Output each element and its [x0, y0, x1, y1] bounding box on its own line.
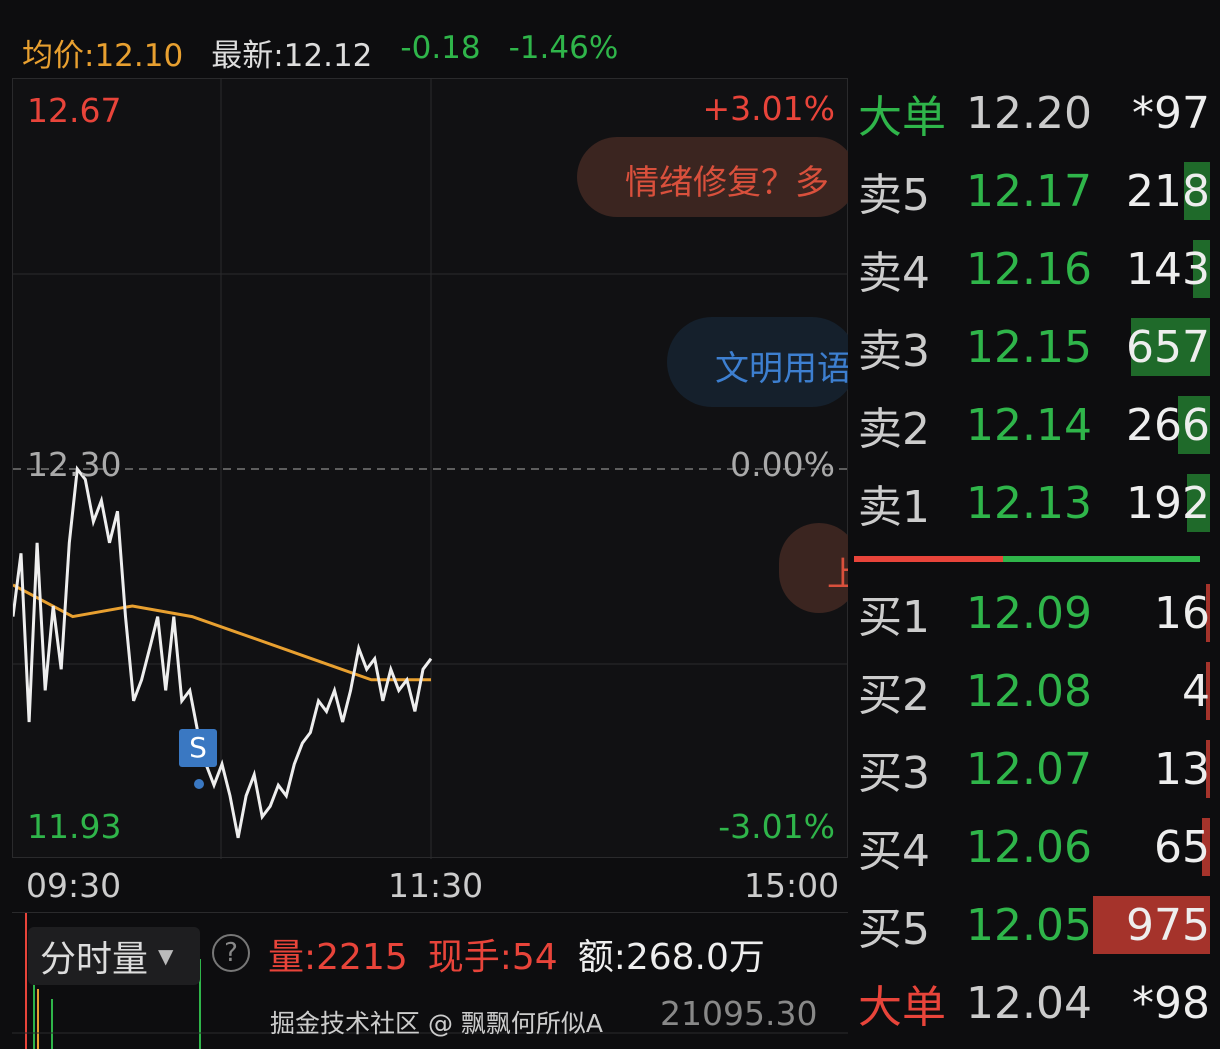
big-order-label: 大单	[858, 92, 946, 143]
indicator-selector[interactable]: 分时量 ▼	[28, 927, 200, 985]
bid-row[interactable]: 买5 12.05 975	[858, 890, 1210, 960]
level-volume: 13	[1154, 743, 1210, 795]
level-volume: 218	[1126, 165, 1210, 217]
avg-price-line	[13, 583, 431, 682]
big-order-bottom: 大单 12.04 *98	[858, 968, 1210, 1038]
price-chart-svg	[13, 79, 849, 859]
level-label: 买5	[858, 904, 930, 955]
signal-dot	[194, 779, 204, 789]
level-label: 买4	[858, 826, 930, 877]
comment-bubble[interactable]: 上	[779, 523, 859, 613]
order-book: 大单 12.20 *97 大单 12.04 *98 卖5 12.17 218 卖4 12…	[848, 78, 1220, 1048]
level-price: 12.08	[966, 665, 1092, 717]
current-hand: 现手:54	[427, 937, 558, 978]
help-icon[interactable]: ?	[212, 934, 250, 972]
ask-row[interactable]: 卖1 12.13 192	[858, 468, 1210, 538]
level-price: 12.14	[966, 399, 1092, 451]
volume-bar	[1206, 740, 1210, 798]
pct-mid-label: 0.00%	[730, 445, 835, 484]
y-low-label: 11.93	[27, 807, 122, 846]
level-price: 12.15	[966, 321, 1092, 373]
price-line	[13, 465, 433, 839]
buy-sell-ratio-bar	[854, 556, 1200, 562]
y-high-label: 12.67	[27, 91, 122, 130]
volume-panel	[12, 912, 848, 1049]
watermark: 掘金技术社区 @ 飘飘何所似A	[270, 1009, 603, 1038]
bid-row[interactable]: 买2 12.08 4	[858, 656, 1210, 726]
volume-bar	[1178, 396, 1210, 454]
level-volume: 192	[1126, 477, 1210, 529]
level-label: 买2	[858, 670, 930, 721]
pct-low-label: -3.01%	[718, 807, 835, 846]
bid-row[interactable]: 买4 12.06 65	[858, 812, 1210, 882]
level-price: 12.09	[966, 587, 1092, 639]
level-price: 12.05	[966, 899, 1092, 951]
big-order-top: 大单 12.20 *97	[858, 78, 1210, 148]
level-label: 卖3	[858, 326, 930, 377]
avg-price: 均价:12.10	[22, 38, 184, 74]
amount: 额:268.0万	[577, 937, 765, 978]
x-tick: 15:00	[744, 866, 840, 905]
latest-price: 最新:12.12	[211, 38, 373, 74]
ask-row[interactable]: 卖5 12.17 218	[858, 156, 1210, 226]
level-volume: 4	[1182, 665, 1210, 717]
dropdown-arrow-icon: ▼	[158, 944, 174, 968]
buy-ratio	[854, 556, 1003, 562]
volume-bar	[1206, 662, 1210, 720]
volume-bar	[1093, 896, 1210, 954]
volume-bar	[1183, 162, 1210, 220]
level-label: 买1	[858, 592, 930, 643]
volume-bar	[1202, 818, 1210, 876]
level-price: 12.13	[966, 477, 1092, 529]
level-label: 卖2	[858, 404, 930, 455]
level-volume: 266	[1126, 399, 1210, 451]
level-price: 12.06	[966, 821, 1092, 873]
level-volume: 657	[1126, 321, 1210, 373]
x-tick: 11:30	[388, 866, 484, 905]
big-order-price: 12.20	[966, 87, 1092, 139]
level-price: 12.16	[966, 243, 1092, 295]
ask-row[interactable]: 卖4 12.16 143	[858, 234, 1210, 304]
big-order-label: 大单	[858, 982, 946, 1033]
level-volume: 975	[1126, 899, 1210, 951]
level-label: 卖5	[858, 170, 930, 221]
level-volume: 16	[1154, 587, 1210, 639]
volume-bar	[1192, 240, 1210, 298]
selector-label: 分时量	[40, 939, 149, 980]
ask-row[interactable]: 卖3 12.15 657	[858, 312, 1210, 382]
bid-row[interactable]: 买1 12.09 16	[858, 578, 1210, 648]
x-tick: 09:30	[26, 866, 122, 905]
y-mid-label: 12.30	[27, 445, 122, 484]
bid-row[interactable]: 买3 12.07 13	[858, 734, 1210, 804]
volume-chart-svg	[12, 913, 848, 1049]
comment-bubble[interactable]: 情绪修复？多	[577, 137, 857, 217]
volume-bar	[1206, 584, 1210, 642]
volume-qty: 量:2215	[268, 937, 408, 978]
change-value: -0.18	[400, 30, 481, 66]
comment-bubble[interactable]: 文明用语	[667, 317, 857, 407]
level-price: 12.07	[966, 743, 1092, 795]
sell-ratio	[1002, 556, 1200, 562]
big-order-price: 12.04	[966, 977, 1092, 1029]
sell-signal-marker[interactable]: S	[179, 729, 217, 767]
intraday-chart[interactable]: 情绪修复？多 文明用语 上 12.67 12.30 11.93 +3.01% 0…	[12, 78, 859, 859]
level-label: 买3	[858, 748, 930, 799]
level-price: 12.17	[966, 165, 1092, 217]
volume-bar	[1131, 318, 1210, 376]
quote-header: 均价:12.10 最新:12.12 -0.18 -1.46%	[22, 30, 618, 75]
level-label: 卖1	[858, 482, 930, 533]
level-volume: 65	[1154, 821, 1210, 873]
big-order-vol: *98	[1132, 977, 1210, 1029]
level-volume: 143	[1126, 243, 1210, 295]
volume-max: 21095.30	[660, 994, 818, 1033]
volume-bar	[1186, 474, 1210, 532]
volume-stats: 量:2215 现手:54 额:268.0万	[268, 928, 765, 980]
ask-row[interactable]: 卖2 12.14 266	[858, 390, 1210, 460]
pct-high-label: +3.01%	[702, 89, 835, 128]
big-order-vol: *97	[1132, 87, 1210, 139]
level-label: 卖4	[858, 248, 930, 299]
change-percent: -1.46%	[508, 30, 619, 66]
